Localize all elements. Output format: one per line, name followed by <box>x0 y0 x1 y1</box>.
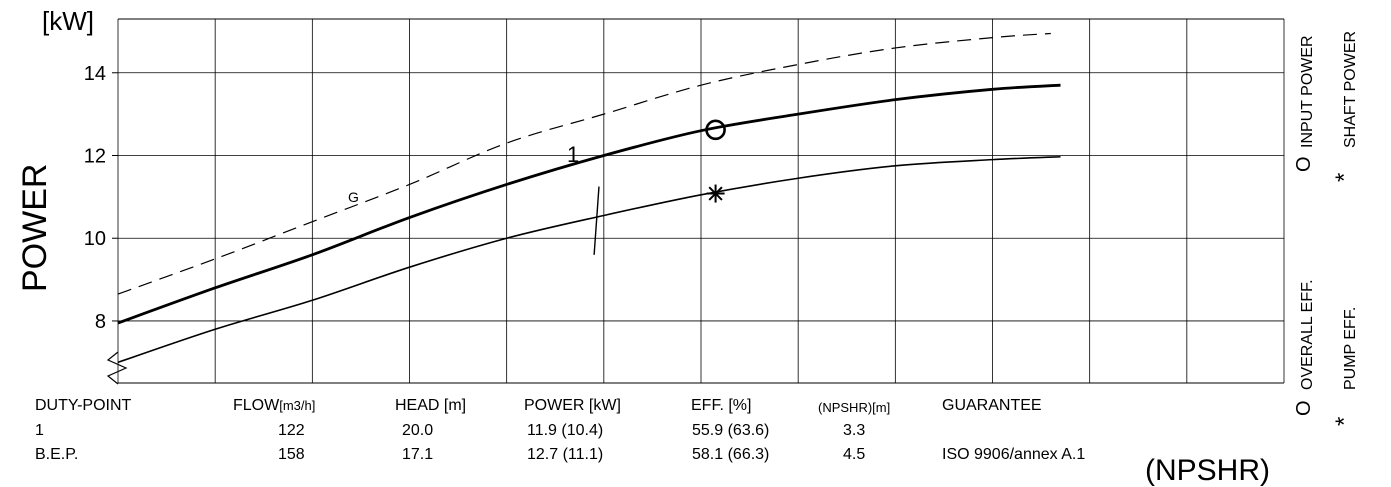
row2-duty: B.E.P. <box>35 446 79 463</box>
y-tick-label: 10 <box>84 228 106 250</box>
row2-guarantee: ISO 9906/annex A.1 <box>942 446 1086 463</box>
series-group <box>117 32 1061 364</box>
header-flow-unit: [m3/h] <box>279 398 316 413</box>
header-flow-label: FLOW <box>233 397 280 414</box>
row2-eff: 58.1 (66.3) <box>692 446 770 463</box>
bep-asterisk-marker <box>708 186 723 201</box>
duty-point-tick <box>593 186 600 255</box>
row1-npshr: 3.3 <box>843 422 866 439</box>
grid <box>117 18 1285 384</box>
legend-circle-bottom: O <box>1293 400 1315 416</box>
legend-overall-eff: OVERALL EFF. <box>1299 279 1316 390</box>
legend-pump-eff: PUMP EFF. <box>1342 307 1359 390</box>
y-ticks: 8 10 12 14 <box>84 63 118 333</box>
y-tick-label: 14 <box>84 63 106 85</box>
row1-flow: 122 <box>278 422 305 439</box>
annotation-g: G <box>348 189 359 205</box>
row1-power: 11.9 (10.4) <box>527 422 604 439</box>
row1-duty: 1 <box>35 422 44 439</box>
legend-star-bottom: * <box>1331 417 1358 426</box>
header-duty: DUTY-POINT <box>35 397 132 414</box>
y-axis-label: POWER <box>16 164 54 292</box>
power-chart: 8 10 12 14 [kW] POWER 1 G O INPUT POWER * S… <box>16 6 1359 426</box>
header-power: POWER [kW] <box>524 397 621 414</box>
series-line-pump <box>117 155 1061 364</box>
series-line-g <box>117 32 1051 295</box>
row1-eff: 55.9 (63.6) <box>692 422 770 439</box>
y-tick-label: 8 <box>95 311 106 333</box>
row2-npshr: 4.5 <box>843 446 866 463</box>
legend-circle-top: O <box>1293 156 1315 172</box>
row1-head: 20.0 <box>402 422 434 439</box>
header-head: HEAD [m] <box>395 397 467 414</box>
row2-power: 12.7 (11.1) <box>527 446 604 463</box>
legend-star-top: * <box>1331 173 1358 182</box>
y-unit: [kW] <box>42 6 94 36</box>
footer-partial: (NPSHR) <box>1145 454 1270 487</box>
annotation-1: 1 <box>567 142 579 167</box>
axis-break-icon <box>106 351 128 385</box>
header-flow: FLOW[m3/h] <box>233 397 315 415</box>
header-guarantee: GUARANTEE <box>942 397 1042 414</box>
series-line-1 <box>117 83 1061 325</box>
markers-group <box>705 119 726 203</box>
y-tick-label: 12 <box>84 146 106 168</box>
legend-shaft-power: SHAFT POWER <box>1342 31 1359 148</box>
bep-circle-marker <box>705 119 726 141</box>
header-eff: EFF. [%] <box>691 397 752 414</box>
row2-flow: 158 <box>278 446 305 463</box>
legend-input-power: INPUT POWER <box>1299 35 1316 148</box>
header-npshr: (NPSHR)[m] <box>818 400 891 415</box>
row2-head: 17.1 <box>402 446 434 463</box>
